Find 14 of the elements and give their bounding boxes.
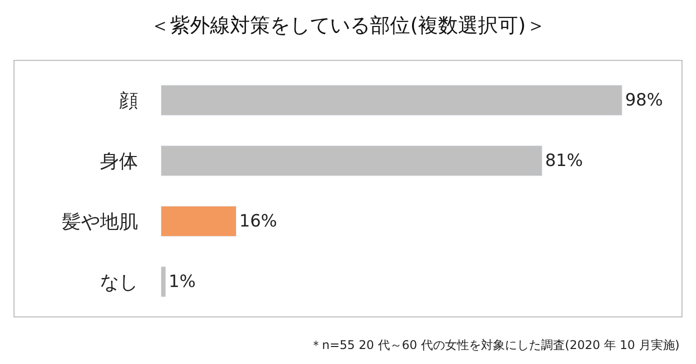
chart-title: ＜紫外線対策をしている部位(複数選択可)＞ (150, 13, 546, 38)
y-tick-label: なし (100, 271, 138, 294)
data-label: 16% (239, 211, 278, 232)
bar (160, 206, 236, 237)
y-tick-label: 身体 (100, 150, 138, 172)
data-label: 1% (168, 272, 196, 292)
bar (160, 266, 166, 298)
bar (160, 145, 542, 176)
y-tick-label: 顔 (118, 90, 138, 112)
data-label: 98% (625, 90, 663, 110)
bar (160, 84, 622, 116)
data-label: 81% (545, 150, 583, 171)
y-tick-label: 髪や地肌 (62, 210, 138, 233)
text: ＊n=55 20 代～60 代の女性を対象にした調査(2020 年 10 月実施) (310, 338, 680, 352)
